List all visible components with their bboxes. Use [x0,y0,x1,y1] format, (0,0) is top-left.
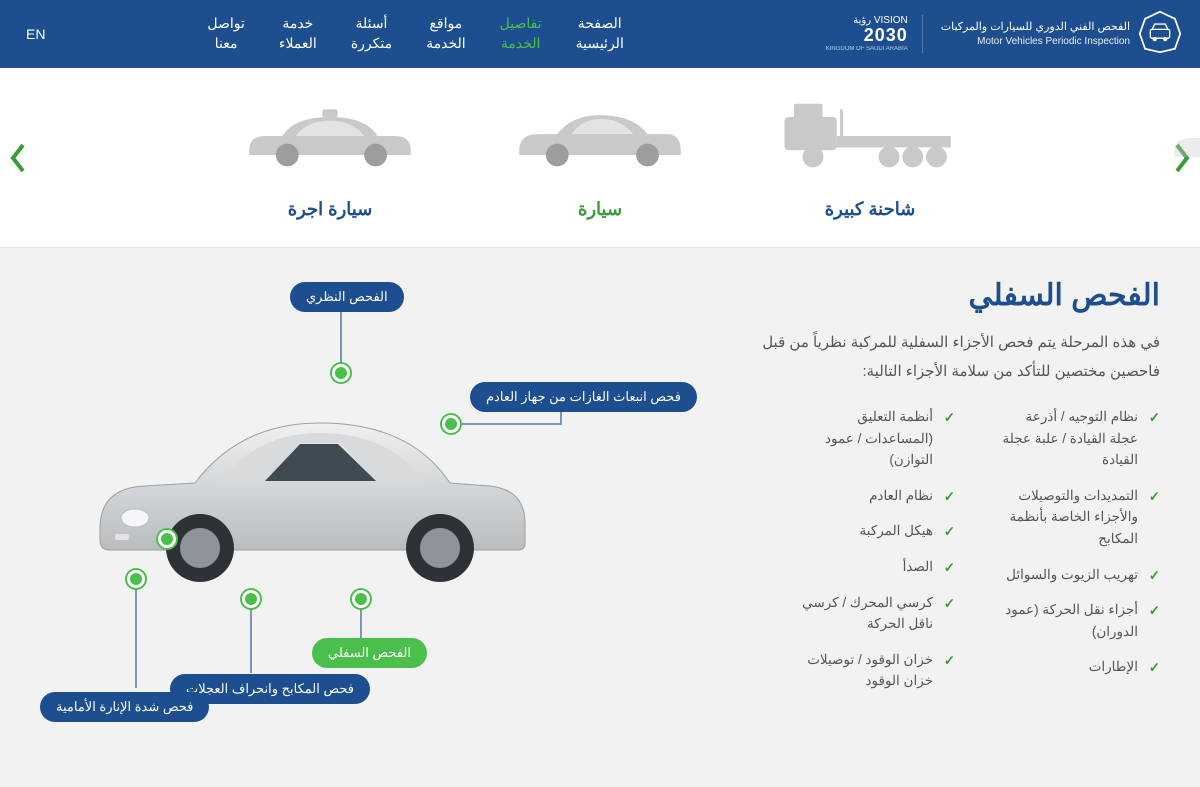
section-title: الفحص السفلي [730,278,1160,313]
checklist-item: الإطارات [995,656,1160,678]
language-toggle[interactable]: EN [26,26,45,42]
inspection-diagram: الفحص النظري فحص انبعاث الغازات من جهاز … [40,278,700,738]
nav-locations[interactable]: مواقعالخدمة [426,14,466,53]
pill-emission-test[interactable]: فحص انبعاث الغازات من جهاز العادم [470,382,697,412]
checklist-item: أجزاء نقل الحركة (عمود الدوران) [995,599,1160,642]
carousel-label: سيارة اجرة [235,199,425,220]
carousel-label: شاحنة كبيرة [775,199,965,220]
mvpi-logo: الفحص الفني الدوري للسيارات والمركبات Mo… [941,10,1182,59]
pill-headlight-test[interactable]: فحص شدة الإنارة الأمامية [40,692,209,722]
nav-service[interactable]: تفاصيلالخدمة [500,14,542,53]
carousel-label: سيارة [505,199,695,220]
carousel-item-partial: ة [1160,98,1200,222]
vehicle-carousel: شاحنة كبيرة سيارة سيارة اجرة ة [0,68,1200,248]
checklist-item: الصدأ [790,556,955,578]
main-nav: الصفحةالرئيسية تفاصيلالخدمة مواقعالخدمة … [207,14,624,53]
checklist-col-left: أنظمة التعليق (المساعدات / عمود التوازن)… [790,406,955,706]
checklist-item: نظام العادم [790,485,955,507]
checklist-item: كرسي المحرك / كرسي ناقل الحركة [790,592,955,635]
carousel-next-icon[interactable] [8,141,30,175]
nav-support[interactable]: خدمةالعملاء [279,14,317,53]
nav-home[interactable]: الصفحةالرئيسية [576,14,624,53]
pill-under-inspection[interactable]: الفحص السفلي [312,638,427,668]
checklist-item: أنظمة التعليق (المساعدات / عمود التوازن) [790,406,955,471]
checklist-item: خزان الوقود / توصيلات خزان الوقود [790,649,955,692]
vision-sub: KINGDOM OF SAUDI ARABIA [826,46,908,53]
diagram-dot [242,590,260,608]
mvpi-badge-icon [1138,10,1182,59]
vision-2030-logo: VISION رؤية 2030 KINGDOM OF SAUDI ARABIA [826,15,923,52]
mvpi-title-en: Motor Vehicles Periodic Inspection [941,35,1130,48]
checklist: نظام التوجيه / أذرعة عجلة القيادة / علبة… [730,406,1160,706]
checklist-item: تهريب الزيوت والسوائل [995,564,1160,586]
nav-faq[interactable]: أسئلةمتكررة [351,14,392,53]
vision-year: 2030 [826,26,908,46]
checklist-item: هيكل المركبة [790,520,955,542]
logo-block: الفحص الفني الدوري للسيارات والمركبات Mo… [826,10,1182,59]
diagram-dot [127,570,145,588]
diagram-dot [352,590,370,608]
info-column: الفحص السفلي في هذه المرحلة يتم فحص الأج… [730,278,1160,738]
carousel-item-truck[interactable]: شاحنة كبيرة [775,96,965,220]
mvpi-title-ar: الفحص الفني الدوري للسيارات والمركبات [941,20,1130,34]
diagram-dot [332,364,350,382]
checklist-item: التمديدات والتوصيلات والأجزاء الخاصة بأن… [995,485,1160,550]
section-lead: في هذه المرحلة يتم فحص الأجزاء السفلية ل… [730,329,1160,386]
checklist-item: نظام التوجيه / أذرعة عجلة القيادة / علبة… [995,406,1160,471]
nav-contact[interactable]: تواصلمعنا [207,14,245,53]
carousel-item-taxi[interactable]: سيارة اجرة [235,96,425,220]
carousel-label: ة [1160,201,1200,222]
checklist-col-right: نظام التوجيه / أذرعة عجلة القيادة / علبة… [995,406,1160,706]
main-section: الفحص النظري فحص انبعاث الغازات من جهاز … [0,248,1200,758]
pill-visual-inspection[interactable]: الفحص النظري [290,282,404,312]
diagram-dot [442,415,460,433]
carousel-item-car[interactable]: سيارة [505,96,695,220]
site-header: الفحص الفني الدوري للسيارات والمركبات Mo… [0,0,1200,68]
diagram-dot [158,530,176,548]
